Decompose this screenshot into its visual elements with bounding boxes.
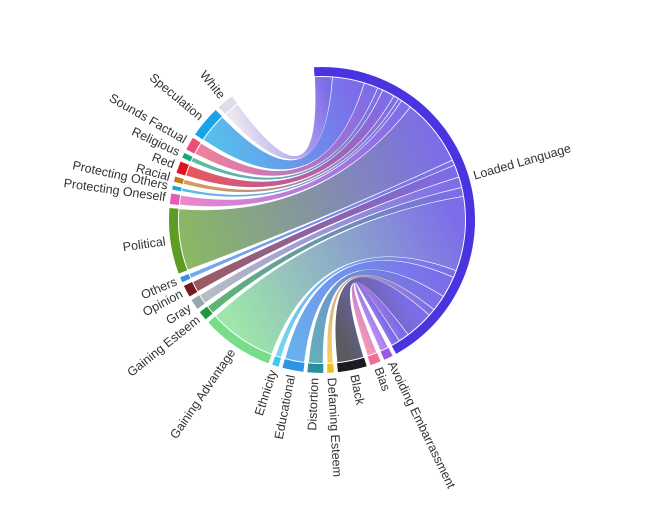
- arc-gaining-esteem: [199, 306, 213, 320]
- ribbon-gaining-esteem: [208, 187, 463, 313]
- ribbon-sounds-factual: [195, 83, 378, 176]
- arc-speculation: [195, 109, 222, 140]
- arc-sounds-factual: [186, 137, 201, 154]
- arc-red: [176, 161, 189, 176]
- ribbon-protecting-oneself: [179, 101, 410, 207]
- arc-bias: [367, 353, 381, 366]
- ribbon-black: [335, 277, 429, 363]
- arc-defaming-esteem: [327, 363, 334, 373]
- arc-gaining-advantage: [208, 316, 272, 364]
- arc-distortion: [307, 363, 324, 373]
- label-gaining-advantage: Gaining Advantage: [167, 346, 238, 441]
- arc-avoiding-embarrassment: [380, 347, 393, 360]
- label-political: Political: [122, 234, 167, 254]
- arc-gray: [191, 295, 205, 309]
- ribbon-gray: [200, 177, 462, 303]
- arc-opinion: [183, 281, 198, 297]
- ribbon-red: [186, 90, 394, 188]
- label-distortion: Distortion: [305, 377, 321, 430]
- ribbon-bias: [351, 282, 408, 356]
- ribbon-speculation: [203, 77, 364, 170]
- ribbon-white: [225, 77, 333, 160]
- ribbon-avoiding-embarrassment: [355, 282, 399, 351]
- arc-educational: [282, 359, 305, 372]
- ribbon-gaining-advantage: [216, 196, 465, 354]
- arc-religious: [182, 152, 193, 162]
- arc-protecting-oneself: [169, 193, 181, 205]
- arc-black: [337, 357, 367, 373]
- ribbon-opinion: [193, 165, 459, 292]
- arc-protecting-others: [172, 185, 182, 192]
- ribbon-others: [189, 160, 454, 278]
- label-black: Black: [347, 373, 367, 406]
- arc-political: [168, 208, 188, 274]
- arc-racial: [173, 176, 184, 184]
- label-avoiding-embarrassment: Avoiding Embarrassment: [385, 359, 458, 491]
- group-arcs: [168, 66, 476, 373]
- chord-ribbons: [178, 77, 465, 364]
- arc-others: [180, 273, 191, 283]
- ribbon-ethnicity: [275, 256, 456, 357]
- label-loaded-language: Loaded Language: [472, 141, 573, 182]
- ribbon-educational: [285, 260, 453, 362]
- label-white: White: [197, 68, 228, 102]
- label-gaining-esteem: Gaining Esteem: [125, 313, 203, 380]
- ribbon-distortion: [308, 269, 443, 364]
- ribbon-political: [178, 107, 452, 270]
- label-ethnicity: Ethnicity: [252, 367, 280, 417]
- arc-ethnicity: [272, 356, 282, 367]
- label-defaming-esteem: Defaming Esteem: [325, 377, 345, 477]
- arc-white: [218, 96, 238, 114]
